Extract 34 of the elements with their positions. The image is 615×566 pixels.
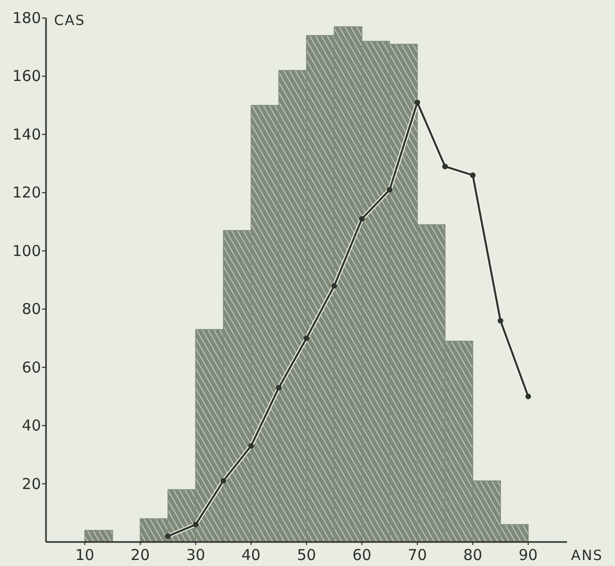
y-tick-label: 40 — [22, 416, 41, 435]
y-tick-label: 120 — [12, 184, 41, 202]
y-tick-label: 100 — [12, 242, 41, 260]
x-tick-label: 30 — [186, 546, 206, 564]
point — [248, 443, 254, 449]
point — [359, 216, 365, 222]
point — [304, 335, 310, 342]
point — [192, 522, 198, 528]
x-tick-label: 50 — [296, 546, 316, 564]
point — [414, 100, 420, 106]
y-tick-label: 140 — [12, 125, 41, 144]
x-axis-title: ANS — [571, 548, 603, 564]
x-tick-label: 60 — [352, 546, 372, 564]
point — [165, 533, 171, 539]
point — [470, 172, 476, 178]
x-tick-label: 40 — [242, 546, 261, 564]
x-tick-label: 70 — [408, 546, 427, 564]
x-tick-label: 90 — [518, 546, 538, 564]
y-tick-label: 20 — [22, 474, 41, 493]
point — [220, 478, 226, 484]
x-tick-label: 20 — [130, 546, 150, 564]
point — [525, 394, 531, 400]
point — [331, 283, 338, 289]
point — [498, 318, 504, 324]
y-tick-label: 60 — [22, 358, 41, 376]
point — [276, 384, 282, 391]
y-tick-label: 180 — [12, 9, 41, 27]
x-tick-label: 10 — [75, 546, 94, 564]
y-axis-title: CAS — [54, 13, 86, 29]
point — [442, 164, 448, 170]
y-tick-label: 80 — [22, 300, 41, 318]
x-tick-label: 80 — [463, 546, 482, 564]
y-tick-label: 160 — [12, 67, 41, 86]
point — [386, 186, 392, 193]
